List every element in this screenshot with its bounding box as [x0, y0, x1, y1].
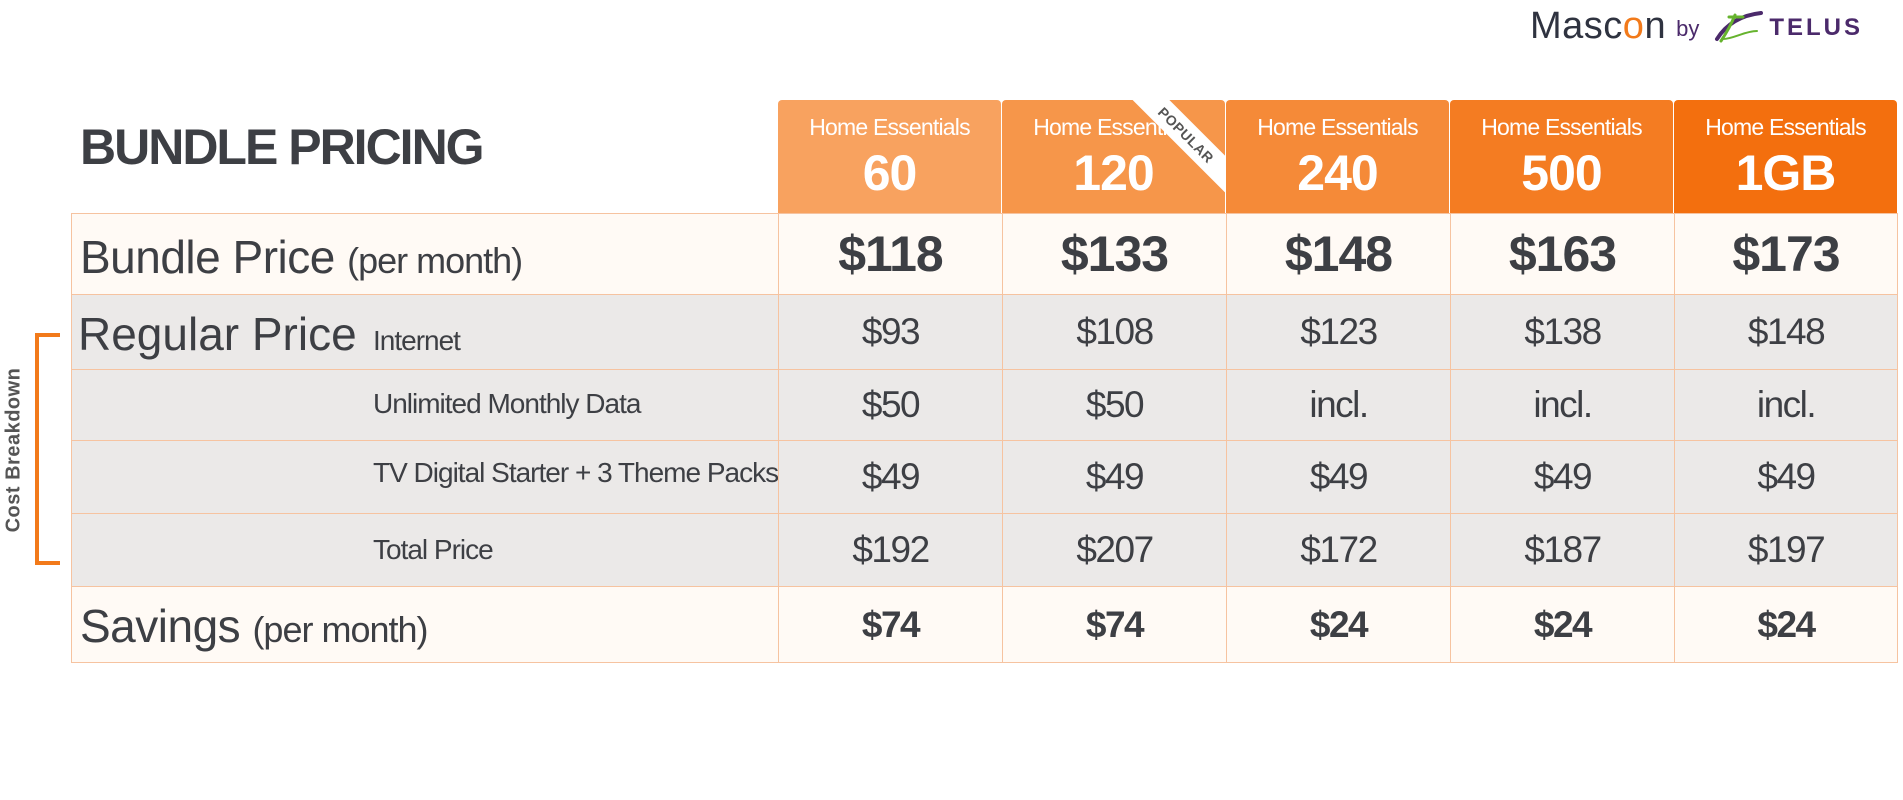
plan-header-500: Home Essentials 500	[1450, 100, 1673, 213]
tv-500: $49	[1450, 440, 1675, 514]
plan-header-1gb: Home Essentials 1GB	[1674, 100, 1897, 213]
bundle-price-240: $148	[1226, 213, 1451, 295]
bundle-price-label-cell: Bundle Price (per month)	[71, 213, 779, 295]
tv-120: $49	[1002, 440, 1227, 514]
bundle-price-500: $163	[1450, 213, 1675, 295]
plan-speed: 240	[1297, 145, 1378, 201]
internet-500: $138	[1450, 294, 1675, 370]
regular-price-label-cell: Regular Price Internet	[71, 294, 779, 370]
bundle-price-120: $133	[1002, 213, 1227, 295]
savings-500: $24	[1450, 586, 1675, 663]
total-1gb: $197	[1674, 513, 1898, 587]
savings-sub: (per month)	[252, 609, 428, 650]
plan-header-120: Home Essentials 120 POPULAR	[1002, 100, 1225, 213]
internet-60: $93	[778, 294, 1003, 370]
cost-breakdown-bracket	[35, 333, 60, 565]
tv-label-cell: TV Digital Starter + 3 Theme Packs	[71, 440, 779, 514]
mascon-wordmark: Mascon	[1530, 4, 1667, 47]
total-120: $207	[1002, 513, 1227, 587]
total-60: $192	[778, 513, 1003, 587]
data-row: Unlimited Monthly Data $50 $50 incl. inc…	[71, 369, 1898, 441]
bundle-price-sub: (per month)	[347, 240, 523, 281]
savings-label-cell: Savings (per month)	[71, 586, 779, 663]
data-240: incl.	[1226, 369, 1451, 441]
mascon-o-icon: o	[1622, 4, 1645, 47]
savings-1gb: $24	[1674, 586, 1898, 663]
data-label-cell: Unlimited Monthly Data	[71, 369, 779, 441]
internet-row: Regular Price Internet $93 $108 $123 $13…	[71, 294, 1898, 370]
total-240: $172	[1226, 513, 1451, 587]
internet-label: Internet	[373, 325, 461, 356]
plan-name: Home Essentials	[809, 114, 970, 140]
total-label: Total Price	[373, 534, 494, 565]
tv-label: TV Digital Starter + 3 Theme Packs	[373, 457, 779, 488]
bundle-price-label: Bundle Price (per month)	[80, 231, 523, 283]
plan-header-240: Home Essentials 240	[1226, 100, 1449, 213]
savings-60: $74	[778, 586, 1003, 663]
plan-name: Home Essentials	[1481, 114, 1642, 140]
bundle-price-1gb: $173	[1674, 213, 1898, 295]
telus-logo-icon	[1715, 11, 1764, 43]
cost-breakdown-label: Cost Breakdown	[2, 367, 25, 533]
plan-speed: 60	[862, 145, 918, 201]
data-label: Unlimited Monthly Data	[373, 388, 641, 419]
regular-price-label: Regular Price	[78, 308, 357, 360]
plan-header-60: Home Essentials 60	[778, 100, 1001, 213]
plan-name: Home Essentials	[1257, 114, 1418, 140]
data-60: $50	[778, 369, 1003, 441]
plan-name: Home Essentials	[1705, 114, 1866, 140]
mascon-telus-logo: Mascon by TELUS	[1530, 4, 1863, 47]
tv-1gb: $49	[1674, 440, 1898, 514]
tv-240: $49	[1226, 440, 1451, 514]
internet-1gb: $148	[1674, 294, 1898, 370]
total-price-row: Total Price $192 $207 $172 $187 $197	[71, 513, 1898, 587]
plan-speed: 500	[1521, 145, 1602, 201]
plan-speed: 120	[1073, 145, 1154, 201]
plan-speed: 1GB	[1735, 145, 1837, 201]
internet-240: $123	[1226, 294, 1451, 370]
data-1gb: incl.	[1674, 369, 1898, 441]
page-title: BUNDLE PRICING	[80, 119, 485, 175]
savings-240: $24	[1226, 586, 1451, 663]
savings-120: $74	[1002, 586, 1227, 663]
pricing-table: Bundle Price (per month) $118 $133 $148 …	[71, 213, 1898, 663]
savings-label: Savings (per month)	[80, 600, 429, 652]
savings-row: Savings (per month) $74 $74 $24 $24 $24	[71, 586, 1898, 663]
bundle-price-60: $118	[778, 213, 1003, 295]
internet-120: $108	[1002, 294, 1227, 370]
bundle-price-row: Bundle Price (per month) $118 $133 $148 …	[71, 213, 1898, 295]
tv-row: TV Digital Starter + 3 Theme Packs $49 $…	[71, 440, 1898, 514]
data-120: $50	[1002, 369, 1227, 441]
total-500: $187	[1450, 513, 1675, 587]
data-500: incl.	[1450, 369, 1675, 441]
telus-wordmark: TELUS	[1769, 14, 1863, 41]
total-label-cell: Total Price	[71, 513, 779, 587]
logo-by-text: by	[1676, 16, 1700, 41]
tv-60: $49	[778, 440, 1003, 514]
